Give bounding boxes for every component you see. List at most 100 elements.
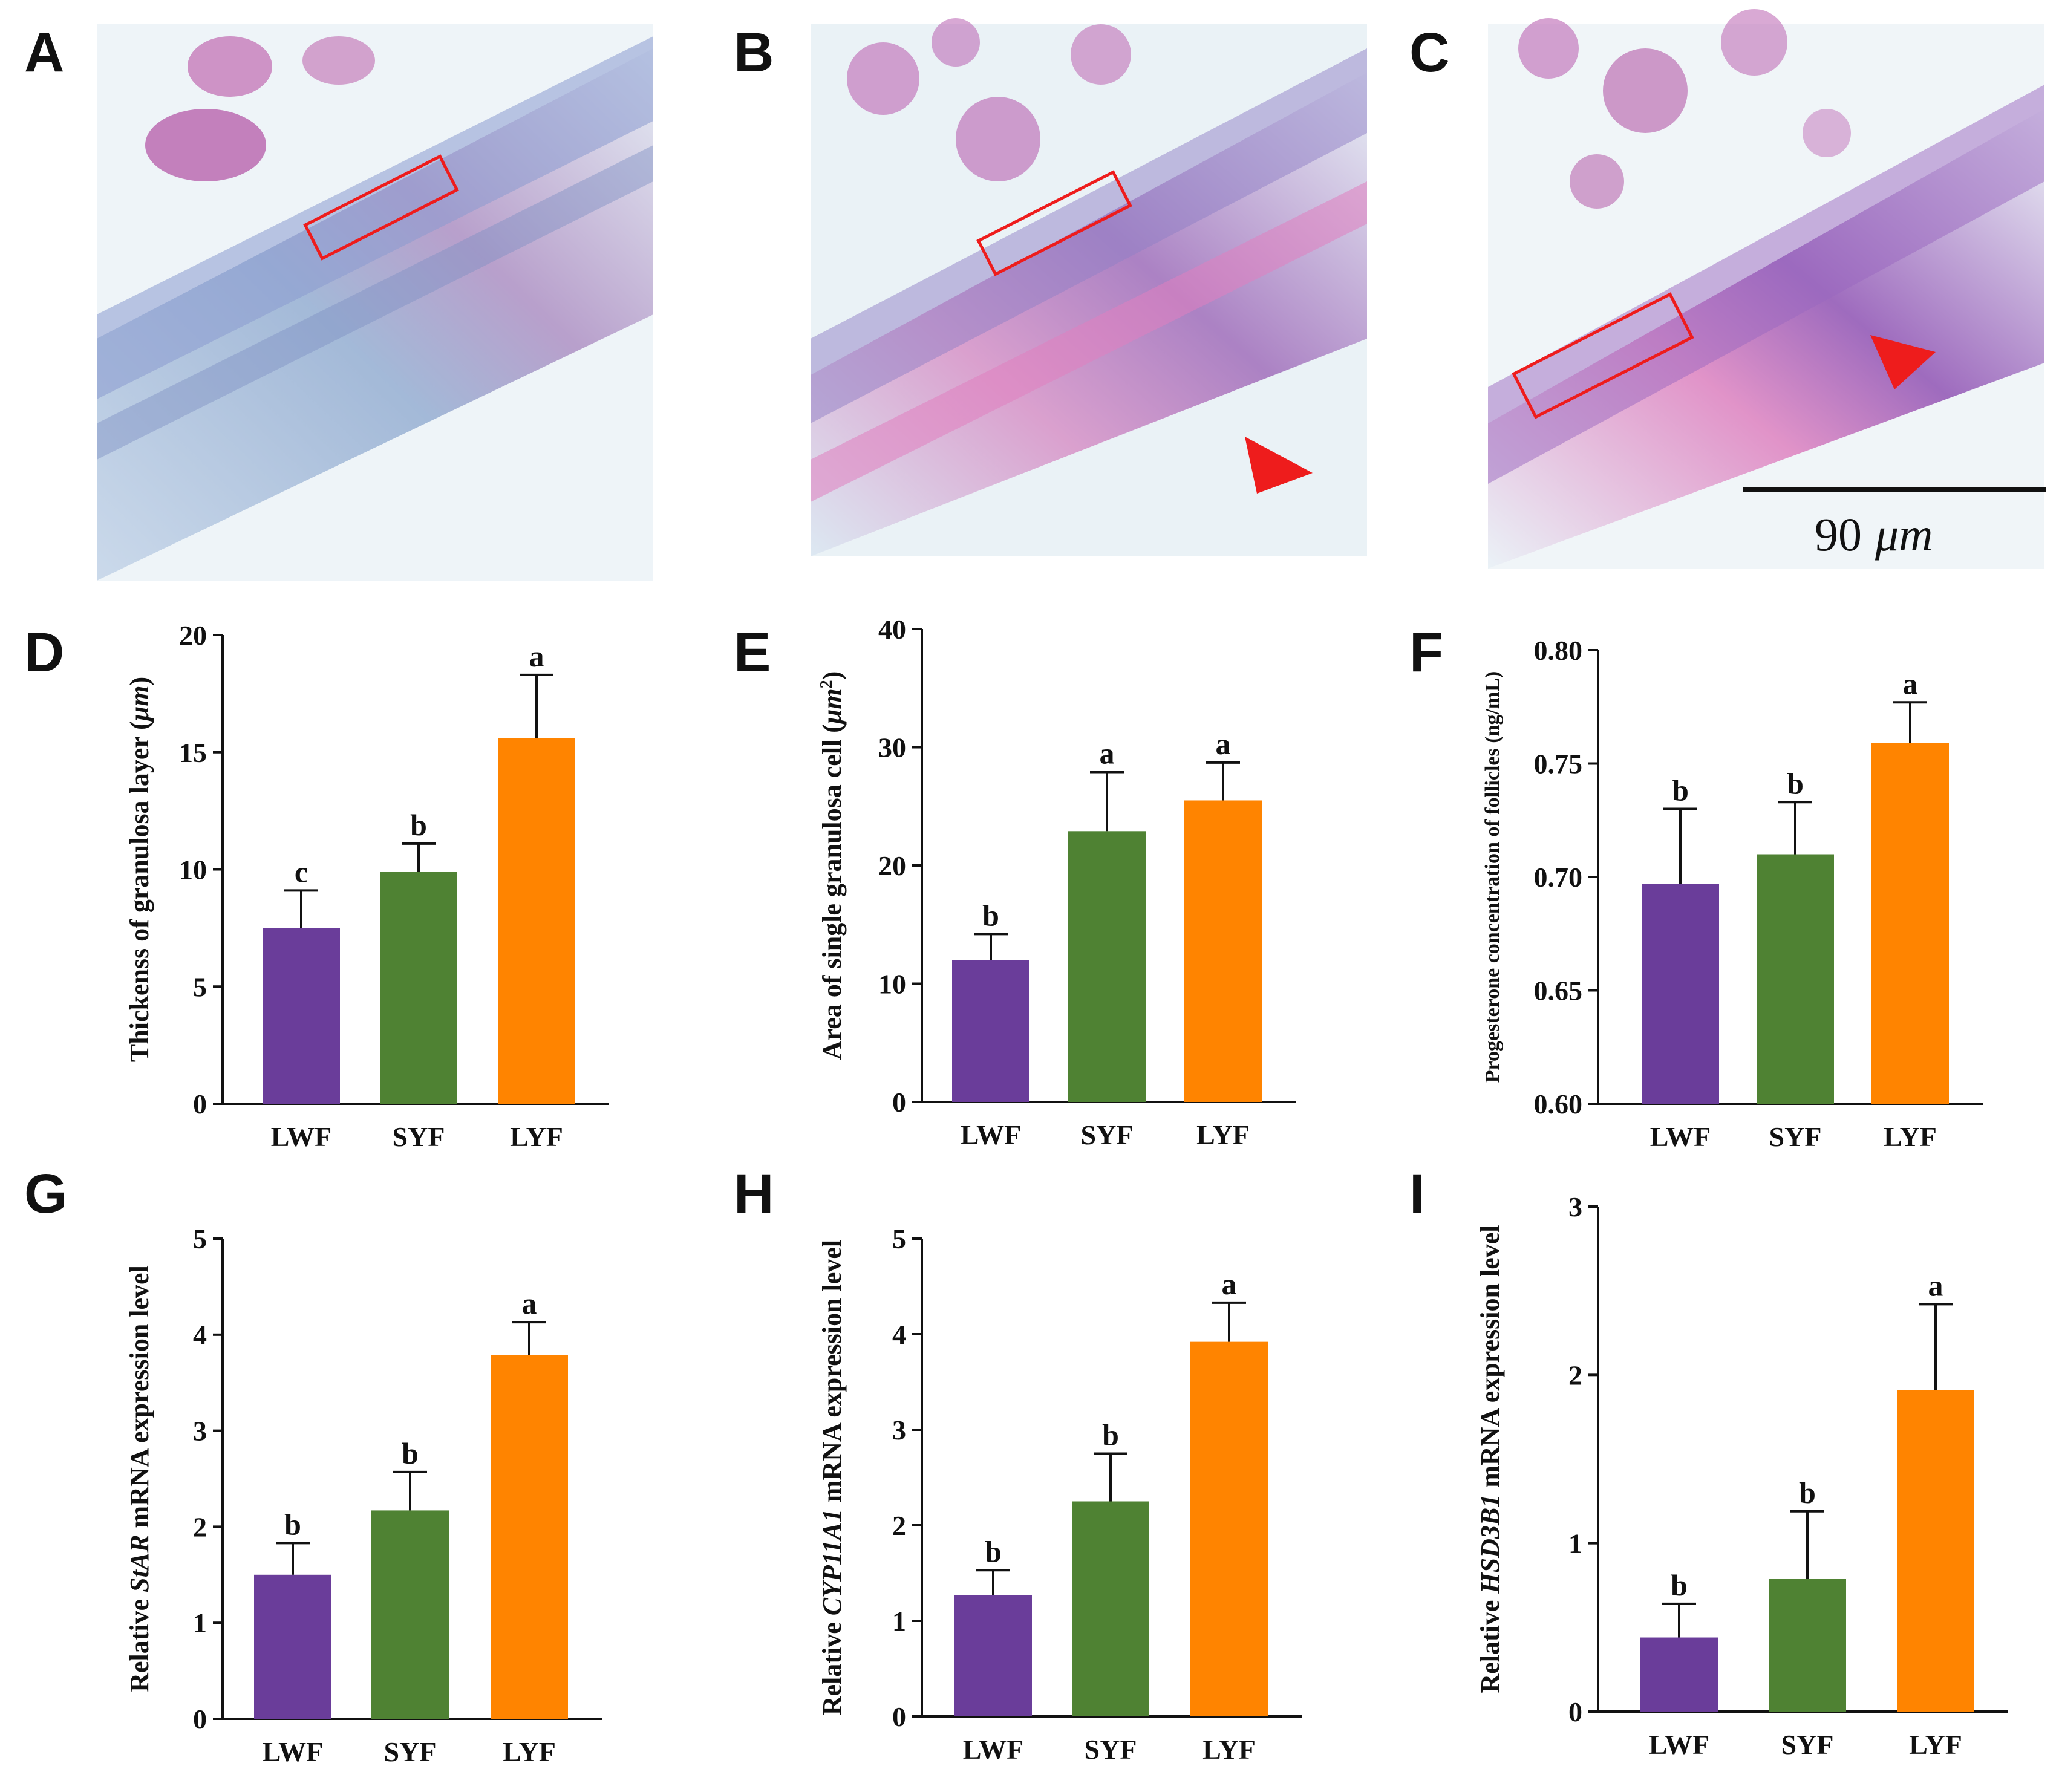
category-label: LWF bbox=[963, 1734, 1024, 1765]
category-label: LWF bbox=[271, 1121, 332, 1152]
panel-letter-c: C bbox=[1409, 22, 1449, 83]
bar-syf bbox=[1072, 1501, 1149, 1716]
significance-label: b bbox=[1799, 1476, 1816, 1510]
y-tick-label: 4 bbox=[892, 1319, 906, 1350]
micrograph-a bbox=[97, 24, 653, 581]
category-label: SYF bbox=[393, 1121, 445, 1152]
y-tick-label: 0 bbox=[193, 1704, 207, 1735]
y-tick-label: 3 bbox=[1568, 1191, 1582, 1222]
y-tick-label: 3 bbox=[892, 1415, 906, 1445]
category-label: SYF bbox=[384, 1736, 437, 1767]
chart-panel-e: E 0 10 20 30 40 b LWF a SYF a LYF Area of single gra… bbox=[734, 614, 1296, 1150]
scale-bar bbox=[1743, 487, 2046, 492]
category-label: LYF bbox=[1909, 1729, 1962, 1760]
significance-label: c bbox=[295, 855, 308, 888]
scale-bar-label: 90 μm bbox=[1815, 508, 1933, 561]
arrow-icon-b bbox=[1245, 437, 1313, 494]
y-tick-label: 0.65 bbox=[1534, 976, 1583, 1006]
category-label: LYF bbox=[503, 1736, 556, 1767]
category-label: SYF bbox=[1769, 1121, 1822, 1152]
y-tick-label: 0 bbox=[892, 1087, 906, 1118]
panel-letter-i: I bbox=[1409, 1163, 1425, 1225]
panel-letter-d: D bbox=[24, 622, 64, 683]
y-tick-label: 1 bbox=[892, 1606, 906, 1637]
bar-lwf bbox=[1642, 884, 1719, 1104]
y-axis-title: Relative CYP11A1 mRNA expression level bbox=[817, 1240, 847, 1715]
panel-letter-b: B bbox=[734, 22, 774, 83]
bar-lwf bbox=[254, 1574, 331, 1719]
scale-bar-unit: μm bbox=[1875, 508, 1933, 561]
significance-label: a bbox=[529, 639, 544, 673]
significance-label: a bbox=[1216, 727, 1231, 761]
chart-panel-g: G 0 1 2 3 4 5 b LWF b SYF a LYF Relative StAR mRNA ex… bbox=[24, 1163, 602, 1767]
significance-label: b bbox=[284, 1507, 301, 1541]
y-tick-label: 40 bbox=[878, 614, 906, 645]
significance-label: a bbox=[522, 1286, 537, 1320]
y-tick-label: 2 bbox=[1568, 1360, 1582, 1390]
y-tick-label: 5 bbox=[193, 971, 207, 1002]
histology-row: A B bbox=[24, 9, 2046, 581]
category-label: LWF bbox=[1650, 1121, 1711, 1152]
bar-syf bbox=[1769, 1579, 1846, 1712]
panel-letter-a: A bbox=[24, 22, 64, 83]
category-label: SYF bbox=[1085, 1734, 1137, 1765]
significance-label: b bbox=[982, 898, 999, 932]
bar-lwf bbox=[1640, 1637, 1718, 1712]
y-tick-label: 0 bbox=[1568, 1696, 1582, 1727]
bar-lyf bbox=[1897, 1390, 1974, 1712]
category-label: LWF bbox=[1649, 1729, 1710, 1760]
y-tick-label: 20 bbox=[878, 850, 906, 881]
histology-panel-a: A bbox=[24, 22, 653, 581]
y-axis-title: Relative StAR mRNA expression level bbox=[125, 1265, 154, 1692]
chart-panel-d: D 0 5 10 15 20 c LWF b SYF a LYF Thickenss of granul… bbox=[24, 620, 609, 1152]
bar-syf bbox=[1068, 831, 1146, 1102]
significance-label: b bbox=[402, 1436, 419, 1470]
category-label: LYF bbox=[1196, 1119, 1250, 1150]
y-tick-label: 0 bbox=[892, 1701, 906, 1732]
panel-letter-f: F bbox=[1409, 622, 1443, 683]
bar-lwf bbox=[954, 1595, 1032, 1716]
bar-lyf bbox=[1190, 1341, 1268, 1716]
y-tick-label: 0.75 bbox=[1534, 749, 1583, 780]
bar-lwf bbox=[952, 960, 1030, 1102]
bar-lyf bbox=[498, 738, 575, 1104]
y-tick-label: 0.70 bbox=[1534, 862, 1583, 893]
bar-lwf bbox=[263, 928, 340, 1104]
bar-lyf bbox=[491, 1355, 568, 1719]
significance-label: a bbox=[1928, 1268, 1943, 1302]
bar-syf bbox=[1757, 854, 1834, 1104]
histology-panel-c: C 90 μm bbox=[1409, 9, 2046, 569]
significance-label: b bbox=[410, 808, 427, 842]
bar-syf bbox=[371, 1510, 449, 1719]
y-axis-title: Thickenss of granulosa layer (μm) bbox=[125, 677, 154, 1062]
y-tick-label: 1 bbox=[1568, 1528, 1582, 1559]
y-tick-label: 10 bbox=[179, 855, 207, 885]
significance-label: b bbox=[1671, 1568, 1688, 1602]
category-label: LYF bbox=[510, 1121, 563, 1152]
category-label: LYF bbox=[1202, 1734, 1256, 1765]
histology-panel-b: B bbox=[734, 18, 1367, 556]
y-tick-label: 5 bbox=[892, 1223, 906, 1254]
category-label: SYF bbox=[1081, 1119, 1134, 1150]
significance-label: a bbox=[1903, 666, 1918, 700]
chart-panel-f: F 0.60 0.65 0.70 0.75 0.80 b LWF b SYF a LYF Progest… bbox=[1409, 622, 1983, 1152]
significance-label: b bbox=[985, 1534, 1002, 1568]
significance-label: a bbox=[1222, 1267, 1237, 1301]
y-tick-label: 15 bbox=[179, 737, 207, 768]
chart-panel-i: I 0 1 2 3 b LWF b SYF a LYF Relative HSD3B1 mRNA ex… bbox=[1409, 1163, 2008, 1760]
micrograph-c bbox=[1488, 9, 2044, 569]
y-axis-title: Relative HSD3B1 mRNA expression level bbox=[1475, 1225, 1505, 1693]
y-tick-label: 10 bbox=[878, 969, 906, 1000]
chart-panel-h: H 0 1 2 3 4 5 b LWF b SYF a LYF Relative CYP11A1 mRNA… bbox=[734, 1163, 1302, 1765]
category-label: SYF bbox=[1781, 1729, 1834, 1760]
panel-letter-g: G bbox=[24, 1163, 68, 1225]
granulosa-box-c bbox=[1512, 292, 1694, 419]
y-tick-label: 4 bbox=[193, 1320, 207, 1351]
bar-lyf bbox=[1184, 800, 1262, 1102]
significance-label: b bbox=[1672, 774, 1689, 807]
panel-letter-h: H bbox=[734, 1163, 774, 1225]
panel-letter-e: E bbox=[734, 622, 771, 683]
y-tick-label: 2 bbox=[193, 1511, 207, 1542]
y-tick-label: 0.60 bbox=[1534, 1089, 1583, 1119]
significance-label: a bbox=[1100, 737, 1115, 771]
